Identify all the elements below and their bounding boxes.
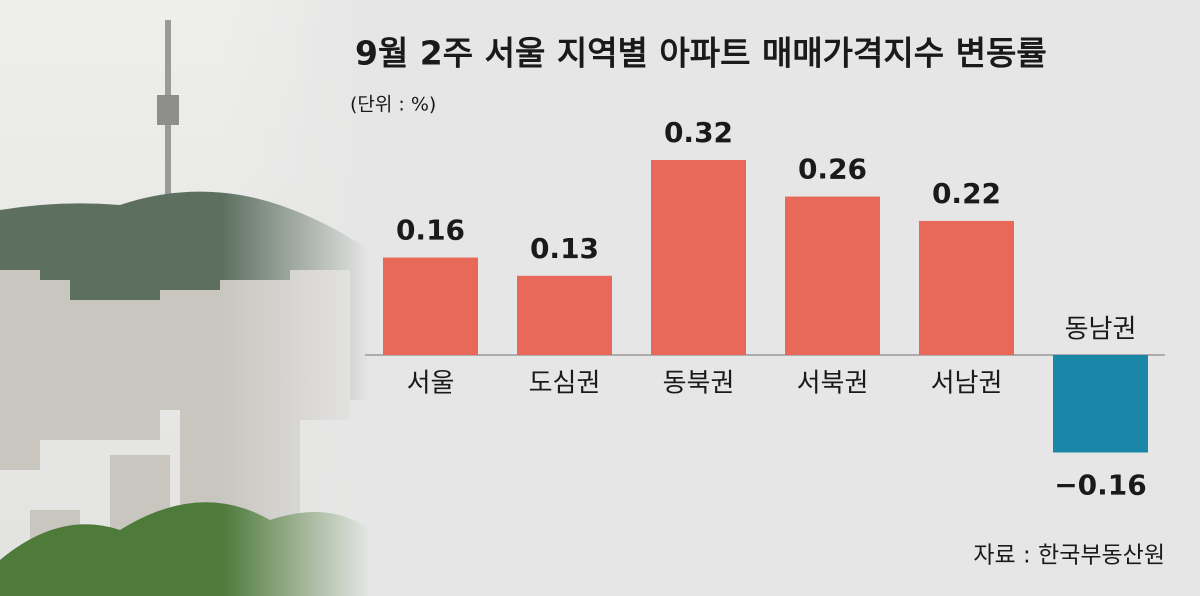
category-label: 서울 (407, 369, 455, 399)
bar (1053, 355, 1148, 453)
photo (0, 0, 370, 596)
category-label: 도심권 (529, 369, 601, 399)
category-label: 동북권 (663, 369, 735, 399)
source: 자료 : 한국부동산원 (973, 543, 1165, 569)
bar (785, 196, 880, 355)
value-label: −0.16 (1054, 469, 1147, 502)
value-label: 0.16 (396, 214, 465, 247)
category-label: 서남권 (931, 369, 1003, 399)
bar (651, 160, 746, 355)
value-label: 0.22 (932, 177, 1001, 210)
photo-fade (0, 0, 370, 596)
value-label: 0.26 (798, 153, 867, 186)
value-label: 0.13 (530, 232, 599, 265)
category-label: 동남권 (1065, 315, 1137, 345)
bar (919, 220, 1014, 355)
chart-title: 9월 2주 서울 지역별 아파트 매매가격지수 변동률 (355, 34, 1047, 73)
value-label: 0.32 (664, 116, 733, 149)
bar (383, 257, 478, 355)
bar (517, 275, 612, 355)
chart-subtitle: (단위 : %) (350, 94, 436, 116)
category-label: 서북권 (797, 369, 869, 399)
